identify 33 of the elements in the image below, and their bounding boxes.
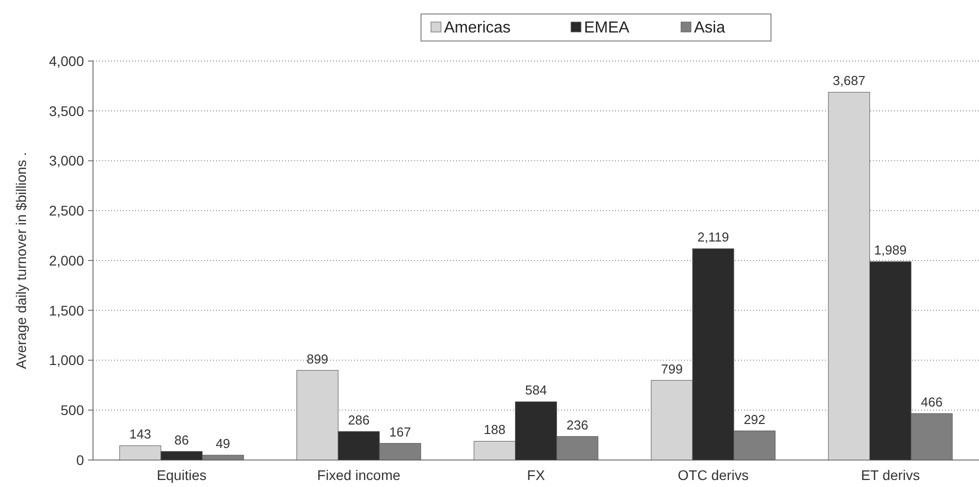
data-label: 899	[306, 351, 328, 366]
y-axis-title: Average daily turnover in $billions .	[13, 152, 29, 369]
y-tick-label: 4,000	[48, 52, 84, 69]
y-tick-label: 1,500	[48, 302, 84, 318]
data-label: 466	[920, 394, 943, 410]
data-label: 188	[484, 422, 506, 438]
data-label: 292	[744, 412, 766, 427]
y-tick-label: 0	[76, 452, 84, 468]
data-label: 49	[216, 436, 230, 452]
y-tick-label: 2,500	[48, 202, 84, 219]
data-label: 167	[389, 424, 411, 440]
data-label: 3,687	[832, 73, 866, 88]
data-label: 143	[129, 426, 152, 442]
y-tick-label: 2,000	[48, 252, 84, 268]
data-label: 584	[525, 382, 547, 398]
data-label: 1,989	[874, 242, 907, 258]
y-tick-label: 3,500	[48, 102, 84, 119]
data-label: 286	[348, 412, 370, 428]
y-tick-label: 3,000	[48, 152, 84, 169]
data-label: 2,119	[697, 230, 729, 245]
legend-label: Asia	[694, 20, 726, 37]
x-tick-label: ET derivs	[860, 467, 920, 483]
y-tick-label: 1,000	[48, 352, 84, 368]
x-tick-label: Equities	[156, 467, 207, 483]
data-label: 86	[174, 432, 189, 448]
data-label: 236	[566, 417, 588, 432]
x-tick-label: FX	[527, 467, 546, 483]
x-tick-label: OTC derivs	[678, 467, 749, 483]
legend-label: EMEA	[584, 20, 630, 37]
data-label: 799	[661, 361, 683, 376]
legend-label: Americas	[444, 20, 511, 37]
y-tick-label: 500	[60, 402, 84, 418]
x-tick-label: Fixed income	[317, 467, 401, 483]
